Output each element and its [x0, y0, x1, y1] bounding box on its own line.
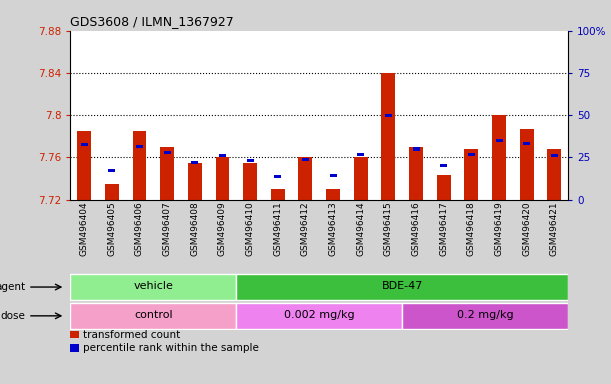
Text: GSM496413: GSM496413 — [329, 201, 338, 256]
Text: GSM496411: GSM496411 — [273, 201, 282, 256]
Bar — [274, 175, 281, 178]
Bar — [70, 331, 79, 338]
Bar — [551, 154, 558, 157]
Text: GSM496415: GSM496415 — [384, 201, 393, 256]
Text: 0.002 mg/kg: 0.002 mg/kg — [284, 310, 354, 320]
Bar — [409, 147, 423, 200]
Bar — [108, 169, 115, 172]
Bar — [441, 164, 447, 167]
Bar — [81, 143, 87, 146]
Bar — [402, 303, 568, 329]
Bar — [105, 184, 119, 200]
Text: vehicle: vehicle — [133, 281, 173, 291]
Bar — [77, 131, 91, 200]
Bar — [520, 129, 533, 200]
Text: GSM496418: GSM496418 — [467, 201, 476, 256]
Bar — [523, 142, 530, 145]
Text: GSM496406: GSM496406 — [135, 201, 144, 256]
Text: GSM496412: GSM496412 — [301, 201, 310, 256]
Bar — [329, 174, 337, 177]
Text: GSM496421: GSM496421 — [550, 201, 559, 256]
Text: GSM496407: GSM496407 — [163, 201, 172, 256]
Bar — [188, 163, 202, 200]
Bar — [468, 153, 475, 156]
Text: BDE-47: BDE-47 — [381, 281, 423, 291]
Text: transformed count: transformed count — [82, 330, 180, 340]
Bar — [191, 161, 198, 164]
Bar — [326, 189, 340, 200]
Bar — [70, 274, 236, 300]
Bar — [437, 175, 451, 200]
Text: GSM496417: GSM496417 — [439, 201, 448, 256]
Text: GSM496405: GSM496405 — [108, 201, 116, 256]
Bar — [216, 157, 229, 200]
Bar — [219, 154, 226, 157]
Bar — [236, 303, 402, 329]
Bar — [492, 115, 506, 200]
Bar — [299, 157, 312, 200]
Text: GSM496419: GSM496419 — [494, 201, 503, 256]
Text: GSM496404: GSM496404 — [79, 201, 89, 256]
Text: GSM496416: GSM496416 — [412, 201, 420, 256]
Bar — [133, 131, 147, 200]
Text: GSM496420: GSM496420 — [522, 201, 531, 256]
Bar — [547, 149, 562, 200]
Bar — [247, 159, 254, 162]
Text: GSM496408: GSM496408 — [190, 201, 199, 256]
Bar — [385, 114, 392, 117]
Bar — [464, 149, 478, 200]
Bar — [381, 73, 395, 200]
Bar — [236, 274, 568, 300]
Bar — [496, 139, 502, 142]
Text: agent: agent — [0, 282, 26, 292]
Text: GDS3608 / ILMN_1367927: GDS3608 / ILMN_1367927 — [70, 15, 234, 28]
Text: GSM496410: GSM496410 — [246, 201, 255, 256]
Bar — [302, 158, 309, 161]
Text: GSM496409: GSM496409 — [218, 201, 227, 256]
Bar — [243, 163, 257, 200]
Text: dose: dose — [1, 311, 26, 321]
Bar — [136, 145, 143, 149]
Bar — [70, 344, 79, 352]
Text: control: control — [134, 310, 172, 320]
Bar — [164, 151, 170, 154]
Text: 0.2 mg/kg: 0.2 mg/kg — [457, 310, 514, 320]
Bar — [354, 157, 368, 200]
Bar — [412, 147, 420, 151]
Bar — [271, 189, 285, 200]
Text: percentile rank within the sample: percentile rank within the sample — [82, 343, 258, 353]
Bar — [160, 147, 174, 200]
Text: GSM496414: GSM496414 — [356, 201, 365, 256]
Bar — [357, 153, 364, 156]
Bar — [70, 303, 236, 329]
